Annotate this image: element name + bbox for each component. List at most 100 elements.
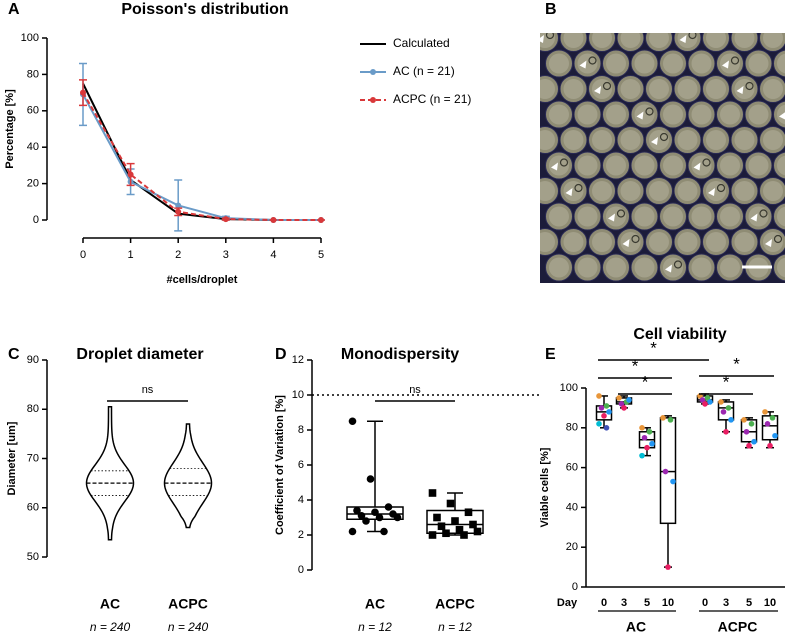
cell <box>759 209 768 218</box>
x-tick-label: 4 <box>270 249 276 261</box>
point <box>704 395 711 401</box>
droplet-shine <box>706 232 726 252</box>
point <box>699 397 706 403</box>
chart-title: Cell viability <box>633 326 726 343</box>
category-label: AC <box>100 596 120 612</box>
point <box>362 517 370 525</box>
y-tick-label: 80 <box>566 422 578 434</box>
cell <box>631 234 640 244</box>
droplet-shine <box>663 53 683 74</box>
droplet-shine <box>734 232 755 252</box>
n-label: n = 12 <box>438 620 472 634</box>
cell <box>688 33 697 40</box>
point <box>665 564 671 570</box>
significance-label: * <box>723 372 730 391</box>
droplet-shine <box>763 232 783 252</box>
droplet-shine <box>691 257 712 278</box>
droplet-shine <box>563 33 584 48</box>
droplet-shine <box>540 130 555 150</box>
box <box>761 415 779 441</box>
point <box>767 442 773 449</box>
point <box>667 417 674 423</box>
droplet-shine <box>734 33 755 48</box>
arrowhead <box>750 213 758 222</box>
droplet-shine <box>540 79 555 99</box>
droplet-shine <box>592 181 612 201</box>
panel-letter: E <box>545 346 556 363</box>
droplet-shine <box>592 33 612 48</box>
y-axis-label: Coefficient of Variation [%] <box>274 395 286 535</box>
droplet-shine <box>777 104 785 125</box>
point <box>718 399 724 405</box>
cell <box>730 56 740 65</box>
significance-label: * <box>733 354 740 373</box>
point <box>707 399 713 405</box>
point <box>428 489 437 497</box>
droplet-shine <box>763 79 783 99</box>
y-tick-label: 60 <box>27 105 39 117</box>
y-axis-label: Percentage [%] <box>4 89 16 169</box>
point <box>751 438 757 445</box>
droplet-shine <box>663 155 683 176</box>
point <box>380 527 388 536</box>
category-label: ACPC <box>168 596 208 612</box>
droplet-shine <box>720 155 740 176</box>
droplet-shine <box>634 53 655 74</box>
droplet-shine <box>763 130 783 150</box>
droplet-shine <box>549 257 569 278</box>
point <box>601 413 607 419</box>
droplet-shine <box>720 104 740 125</box>
point <box>616 395 622 401</box>
droplet-shine <box>540 232 555 252</box>
x-tick-label: 3 <box>223 249 229 261</box>
panel-letter: C <box>8 346 20 363</box>
cell <box>545 33 555 40</box>
point <box>464 508 473 517</box>
panel-letter: B <box>545 1 557 18</box>
y-tick-label: 90 <box>27 354 39 366</box>
y-tick-label: 100 <box>560 382 578 394</box>
point <box>748 421 755 427</box>
y-axis-label: Diameter [um] <box>6 421 18 495</box>
droplet-shine <box>649 79 669 99</box>
point <box>357 511 366 520</box>
droplet-shine <box>706 33 726 48</box>
point <box>639 425 645 431</box>
cell <box>773 234 783 244</box>
droplet-shine <box>549 53 569 74</box>
point <box>626 397 632 403</box>
point <box>371 508 379 517</box>
droplet-shine <box>620 79 641 99</box>
cell <box>559 158 569 167</box>
droplet-shine <box>577 206 598 227</box>
significance-label: * <box>642 372 649 391</box>
y-tick-label: 40 <box>27 141 39 153</box>
y-axis-label: Viable cells [%] <box>539 447 551 527</box>
arrowhead <box>693 162 701 171</box>
droplet-shine <box>677 33 698 48</box>
droplet-shine <box>748 155 769 176</box>
cell <box>702 158 711 167</box>
x-tick-label: 0 <box>601 597 607 609</box>
droplet-shine <box>563 79 584 99</box>
point <box>746 442 752 449</box>
marker <box>127 171 134 178</box>
n-label: n = 240 <box>168 620 209 634</box>
cell <box>659 132 669 142</box>
cell <box>673 260 683 269</box>
point <box>460 531 468 539</box>
legend-label: ACPC (n = 21) <box>393 92 471 106</box>
droplet-shine <box>777 257 785 278</box>
x-tick-label: 5 <box>746 597 752 609</box>
box <box>659 417 677 525</box>
group-label: ACPC <box>718 619 758 635</box>
significance-label: ns <box>409 384 421 396</box>
point <box>375 513 384 522</box>
point <box>606 409 612 415</box>
marker <box>80 89 86 96</box>
droplet-shine <box>549 155 569 176</box>
series-line <box>82 92 321 221</box>
droplet-shine <box>563 130 584 150</box>
droplet-shine <box>677 232 698 252</box>
point <box>743 428 750 435</box>
